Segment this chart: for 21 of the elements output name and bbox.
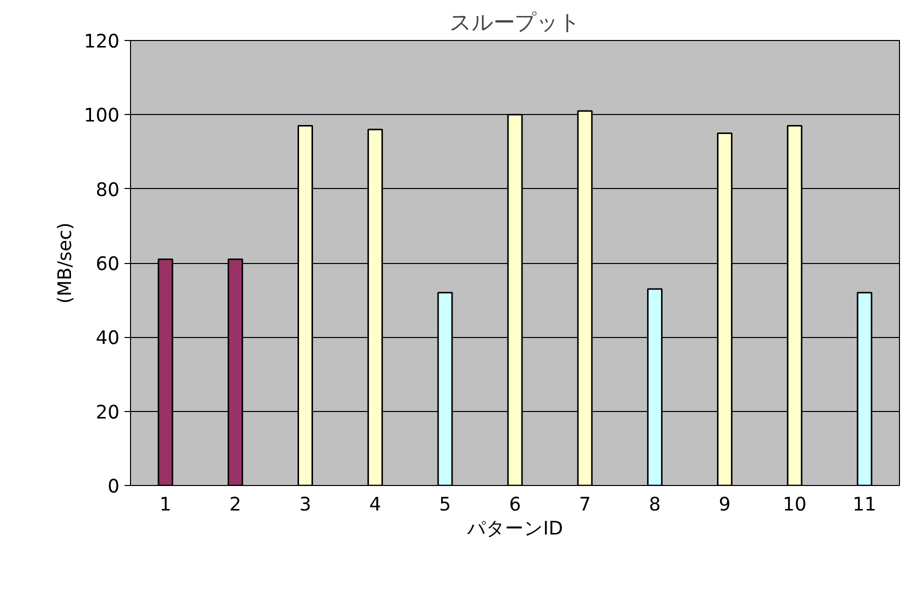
chart-title: スループット — [450, 10, 580, 36]
x-tick-label: 6 — [509, 494, 521, 516]
y-tick-label: 120 — [84, 32, 120, 52]
x-axis-title: パターンID — [466, 518, 563, 540]
y-tick-label: 20 — [96, 402, 120, 424]
y-axis-title: (MB/sec) — [54, 222, 76, 304]
x-tick-label: 5 — [439, 494, 452, 516]
x-tick-label: 10 — [782, 494, 807, 516]
x-tick-label: 8 — [648, 494, 661, 516]
x-tick-label: 4 — [369, 494, 382, 516]
x-tick-label: 2 — [229, 494, 242, 516]
x-tick-label: 9 — [718, 494, 731, 516]
y-tick-label: 60 — [96, 254, 120, 275]
x-tick-label: 7 — [578, 494, 591, 516]
x-tick-label: 1 — [160, 494, 172, 516]
x-tick-label: 3 — [299, 494, 312, 516]
y-tick-label: 80 — [96, 180, 120, 201]
y-tick-label: 40 — [96, 328, 120, 350]
x-tick-label: 11 — [852, 494, 876, 516]
y-tick-label: 0 — [108, 476, 120, 498]
y-tick-label: 100 — [84, 106, 120, 127]
